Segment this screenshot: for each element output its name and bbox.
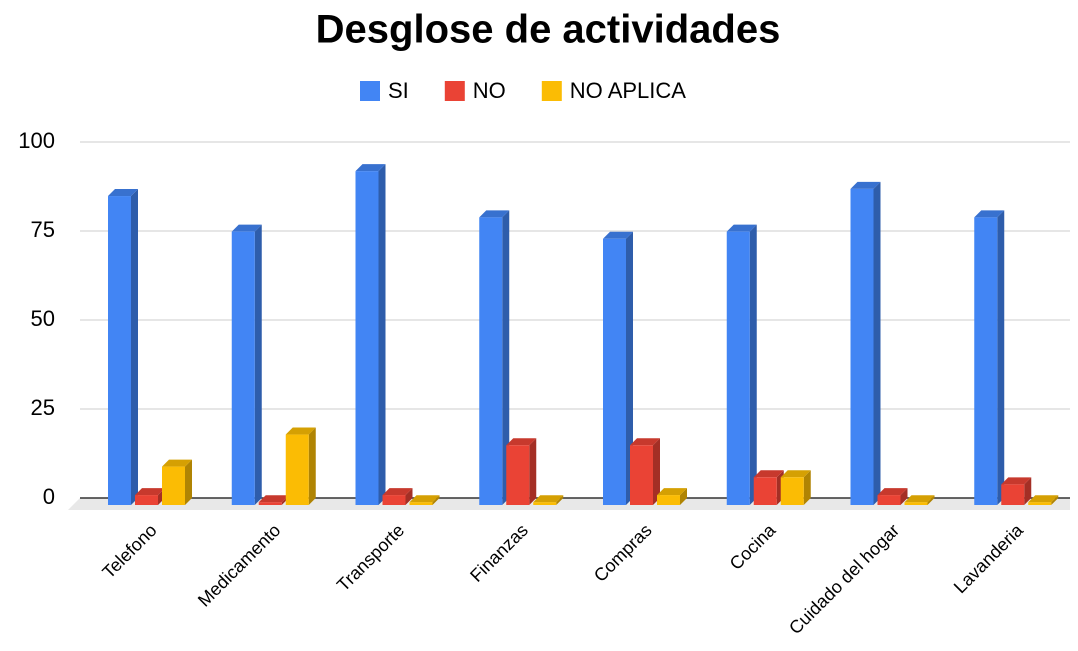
- bar-side: [378, 164, 386, 505]
- bar-top: [162, 459, 192, 467]
- bar-top: [753, 470, 784, 478]
- bar-top: [355, 164, 386, 172]
- bar: [258, 502, 282, 505]
- bar: [162, 466, 185, 505]
- legend-label: SI: [388, 78, 409, 103]
- floor: [68, 498, 1070, 510]
- bar-side: [900, 488, 908, 505]
- bar-top: [904, 495, 935, 503]
- y-tick-label: 0: [43, 484, 55, 509]
- bar-side: [1024, 477, 1032, 505]
- legend-swatch: [541, 81, 562, 101]
- x-tick-label: Finanzas: [466, 520, 532, 586]
- y-tick-label: 100: [18, 128, 55, 153]
- x-tick-label: Medicamento: [194, 520, 285, 611]
- bar: [533, 502, 557, 505]
- x-tick-label: Lavanderia: [950, 519, 1028, 597]
- bar: [904, 502, 928, 505]
- bar-top: [409, 495, 440, 503]
- bar-top: [780, 470, 811, 478]
- bar-top: [726, 224, 757, 232]
- x-tick-label: Telefono: [98, 520, 160, 582]
- x-tick-label: Compras: [590, 520, 656, 586]
- bar-side: [997, 210, 1005, 505]
- bar-side: [432, 495, 440, 505]
- bar-top: [108, 189, 138, 197]
- y-tick-label: 25: [31, 395, 55, 420]
- bar: [630, 445, 653, 505]
- bar-top: [231, 224, 262, 232]
- bar: [409, 502, 433, 505]
- bar: [753, 477, 777, 505]
- bar-side: [927, 495, 935, 505]
- bar-side: [680, 488, 687, 505]
- bar: [382, 495, 406, 505]
- bar: [877, 495, 901, 505]
- legend-swatch: [360, 81, 380, 101]
- bar-top: [630, 438, 660, 446]
- bar-top: [258, 495, 289, 503]
- bar-side: [405, 488, 413, 505]
- chart-title: Desglose de actividades: [316, 8, 781, 52]
- bar-side: [626, 231, 633, 505]
- bar: [135, 495, 158, 505]
- bar-top: [479, 210, 510, 218]
- bar: [231, 231, 255, 505]
- bar: [355, 171, 379, 505]
- bar: [479, 217, 503, 505]
- bar-side: [749, 224, 757, 505]
- bar: [108, 196, 131, 506]
- y-tick-label: 75: [31, 217, 55, 242]
- bar-side: [529, 438, 537, 505]
- x-tick-label: Transporte: [333, 520, 408, 595]
- bar-top: [1001, 477, 1032, 485]
- bar-side: [502, 210, 510, 505]
- bar-side: [803, 470, 811, 505]
- bar: [850, 188, 874, 506]
- bar-top: [533, 495, 564, 503]
- bar-side: [1051, 495, 1059, 505]
- bar-top: [1028, 495, 1059, 503]
- bar: [285, 434, 309, 505]
- bar-side: [185, 459, 192, 505]
- bar-top: [657, 488, 687, 496]
- bar: [506, 445, 530, 505]
- bar: [726, 231, 750, 505]
- bar: [974, 217, 998, 505]
- bar: [780, 477, 804, 505]
- bar-side: [653, 438, 660, 505]
- bar-side: [308, 427, 316, 505]
- x-tick-label: Cocina: [726, 519, 780, 573]
- bar-top: [135, 488, 165, 496]
- bar-top: [974, 210, 1005, 218]
- bar: [657, 495, 680, 505]
- bar-side: [873, 181, 881, 506]
- bar-top: [285, 427, 316, 435]
- bar-top: [877, 488, 908, 496]
- bar-side: [131, 189, 138, 506]
- bar-top: [603, 231, 633, 239]
- bar: [1028, 502, 1052, 505]
- y-tick-label: 50: [31, 306, 55, 331]
- x-tick-label: Cuidado del hogar: [785, 520, 903, 638]
- bar-side: [254, 224, 262, 505]
- bar: [1001, 484, 1025, 505]
- legend-label: NO: [473, 78, 506, 103]
- legend-label: NO APLICA: [570, 78, 686, 103]
- bar-top: [506, 438, 537, 446]
- legend-swatch: [444, 81, 465, 101]
- bar-side: [556, 495, 564, 505]
- bar: [603, 238, 626, 505]
- bar-top: [850, 181, 881, 189]
- bar-top: [382, 488, 413, 496]
